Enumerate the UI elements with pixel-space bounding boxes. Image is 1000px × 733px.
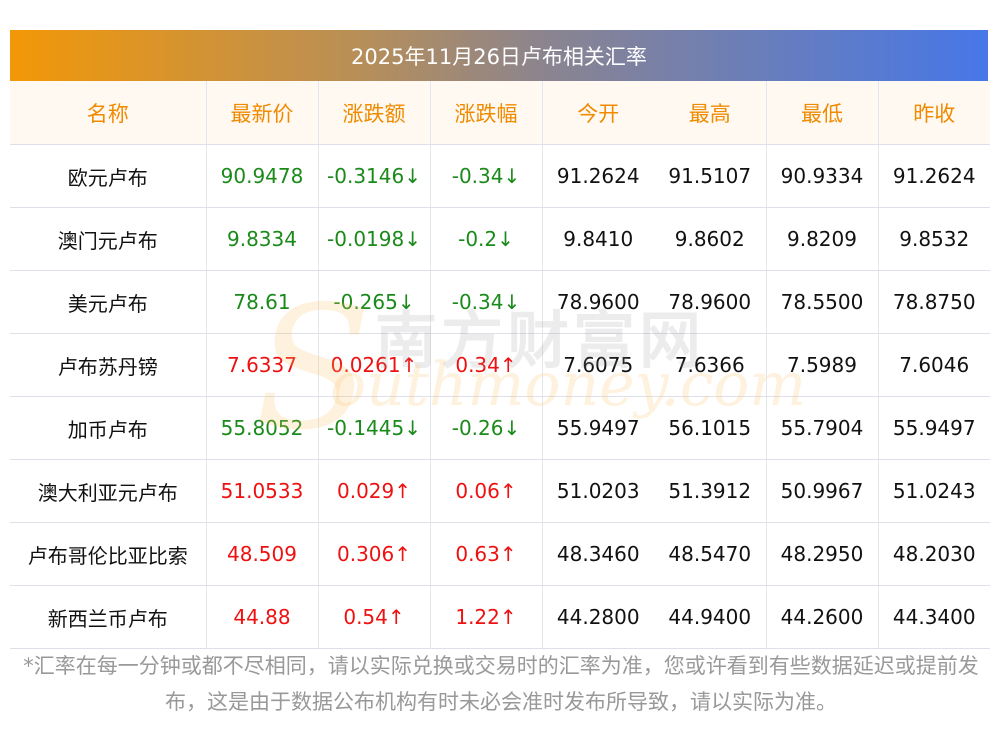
header-change: 涨跌额 xyxy=(317,81,430,145)
cell-change: 0.029↑ xyxy=(317,459,430,523)
cell-high: 44.9400 xyxy=(654,585,766,649)
cell-name: 澳大利亚元卢布 xyxy=(10,459,206,523)
cell-high: 91.5107 xyxy=(654,144,766,208)
cell-high: 51.3912 xyxy=(654,459,766,523)
cell-pct: -0.2↓ xyxy=(429,207,542,271)
cell-pct: -0.26↓ xyxy=(429,396,542,460)
header-price: 最新价 xyxy=(205,81,318,145)
cell-price: 44.88 xyxy=(205,585,318,649)
cell-high: 7.6366 xyxy=(654,333,766,397)
table-row: 加币卢布 55.8052 -0.1445↓ -0.26↓ 55.9497 56.1015 5… xyxy=(10,396,990,460)
cell-pct: -0.34↓ xyxy=(429,270,542,334)
cell-open: 78.9600 xyxy=(541,270,654,334)
cell-low: 50.9967 xyxy=(765,459,878,523)
cell-price: 55.8052 xyxy=(205,396,318,460)
disclaimer-note: *汇率在每一分钟或都不尽相同，请以实际兑换或交易时的汇率为准，您或许看到有些数据… xyxy=(23,654,979,714)
cell-price: 48.509 xyxy=(205,522,318,586)
exchange-rate-table: 名称 最新价 涨跌额 涨跌幅 今开 最高 最低 昨收 欧元卢布 90.9478 -0… xyxy=(10,81,990,649)
header-high: 最高 xyxy=(654,81,766,145)
table-row: 澳门元卢布 9.8334 -0.0198↓ -0.2↓ 9.8410 9.8602 9.82… xyxy=(10,207,990,271)
header-low: 最低 xyxy=(765,81,878,145)
cell-price: 7.6337 xyxy=(205,333,318,397)
cell-pct: -0.34↓ xyxy=(429,144,542,208)
cell-prev: 55.9497 xyxy=(877,396,990,460)
cell-low: 44.2600 xyxy=(765,585,878,649)
cell-name: 新西兰币卢布 xyxy=(10,585,206,649)
cell-change: -0.1445↓ xyxy=(317,396,430,460)
page-title: 2025年11月26日卢布相关汇率 xyxy=(10,30,988,81)
cell-price: 78.61 xyxy=(205,270,318,334)
cell-low: 9.8209 xyxy=(765,207,878,271)
cell-open: 48.3460 xyxy=(541,522,654,586)
cell-change: 0.0261↑ xyxy=(317,333,430,397)
cell-low: 55.7904 xyxy=(765,396,878,460)
table-row: 欧元卢布 90.9478 -0.3146↓ -0.34↓ 91.2624 91.5107 9… xyxy=(10,144,990,208)
table-row: 新西兰币卢布 44.88 0.54↑ 1.22↑ 44.2800 44.9400 44.26… xyxy=(10,585,990,649)
cell-change: -0.265↓ xyxy=(317,270,430,334)
cell-open: 91.2624 xyxy=(541,144,654,208)
cell-change: 0.306↑ xyxy=(317,522,430,586)
cell-open: 9.8410 xyxy=(541,207,654,271)
cell-low: 90.9334 xyxy=(765,144,878,208)
cell-pct: 1.22↑ xyxy=(429,585,542,649)
cell-name: 美元卢布 xyxy=(10,270,206,334)
cell-prev: 51.0243 xyxy=(877,459,990,523)
cell-price: 9.8334 xyxy=(205,207,318,271)
cell-change: -0.0198↓ xyxy=(317,207,430,271)
cell-price: 90.9478 xyxy=(205,144,318,208)
cell-pct: 0.34↑ xyxy=(429,333,542,397)
cell-low: 48.2950 xyxy=(765,522,878,586)
header-prev: 昨收 xyxy=(877,81,990,145)
cell-prev: 44.3400 xyxy=(877,585,990,649)
table-row: 卢布哥伦比亚比索 48.509 0.306↑ 0.63↑ 48.3460 48.5470 4… xyxy=(10,522,990,586)
cell-prev: 48.2030 xyxy=(877,522,990,586)
cell-high: 56.1015 xyxy=(654,396,766,460)
cell-open: 44.2800 xyxy=(541,585,654,649)
cell-price: 51.0533 xyxy=(205,459,318,523)
cell-prev: 7.6046 xyxy=(877,333,990,397)
cell-change: 0.54↑ xyxy=(317,585,430,649)
cell-name: 卢布苏丹镑 xyxy=(10,333,206,397)
cell-high: 78.9600 xyxy=(654,270,766,334)
header-name: 名称 xyxy=(10,81,206,145)
cell-pct: 0.63↑ xyxy=(429,522,542,586)
cell-name: 加币卢布 xyxy=(10,396,206,460)
cell-pct: 0.06↑ xyxy=(429,459,542,523)
header-pct: 涨跌幅 xyxy=(429,81,542,145)
table-row: 卢布苏丹镑 7.6337 0.0261↑ 0.34↑ 7.6075 7.6366 7.598… xyxy=(10,333,990,397)
cell-name: 卢布哥伦比亚比索 xyxy=(10,522,206,586)
cell-low: 7.5989 xyxy=(765,333,878,397)
cell-open: 7.6075 xyxy=(541,333,654,397)
cell-high: 9.8602 xyxy=(654,207,766,271)
table-header-row: 名称 最新价 涨跌额 涨跌幅 今开 最高 最低 昨收 xyxy=(10,81,990,145)
cell-high: 48.5470 xyxy=(654,522,766,586)
cell-prev: 91.2624 xyxy=(877,144,990,208)
cell-open: 51.0203 xyxy=(541,459,654,523)
cell-low: 78.5500 xyxy=(765,270,878,334)
cell-prev: 9.8532 xyxy=(877,207,990,271)
cell-name: 欧元卢布 xyxy=(10,144,206,208)
header-open: 今开 xyxy=(541,81,654,145)
table-row: 澳大利亚元卢布 51.0533 0.029↑ 0.06↑ 51.0203 51.3912 5… xyxy=(10,459,990,523)
cell-change: -0.3146↓ xyxy=(317,144,430,208)
cell-open: 55.9497 xyxy=(541,396,654,460)
table-row: 美元卢布 78.61 -0.265↓ -0.34↓ 78.9600 78.9600 78.5… xyxy=(10,270,990,334)
cell-prev: 78.8750 xyxy=(877,270,990,334)
cell-name: 澳门元卢布 xyxy=(10,207,206,271)
